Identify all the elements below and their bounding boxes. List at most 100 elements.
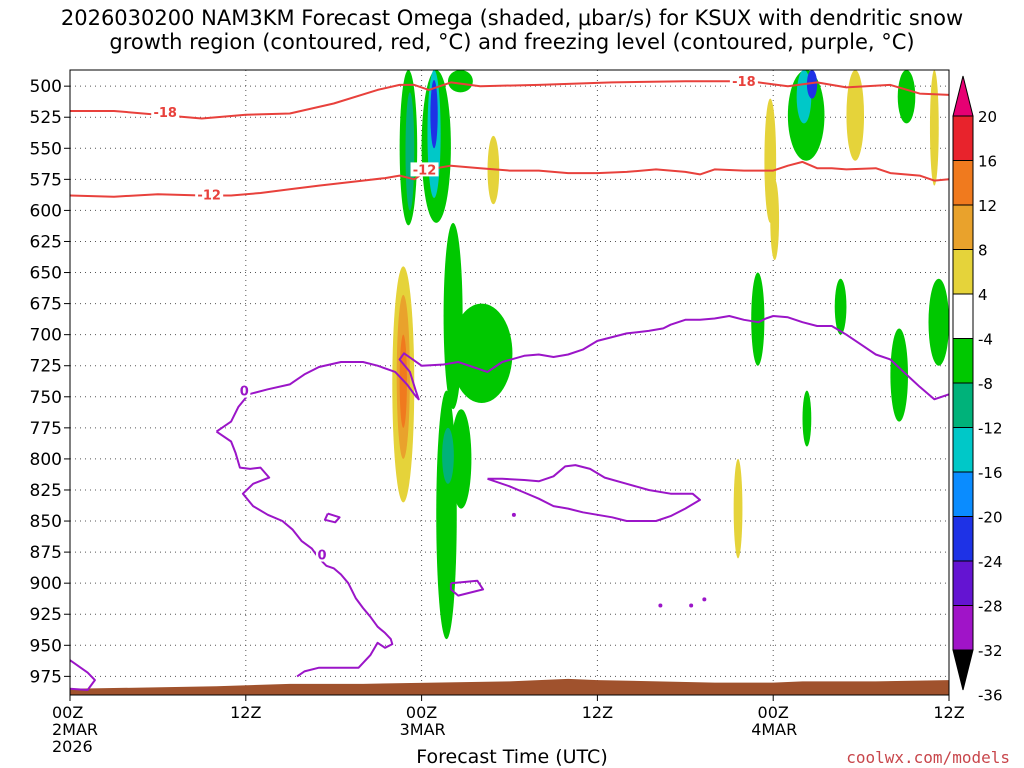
y-tick-label: 500 (30, 77, 62, 97)
x-tick-year: 2026 (52, 737, 93, 756)
omega-region (897, 70, 916, 124)
dgz-contour-line (70, 160, 949, 198)
chart-title-line-2: growth region (contoured, red, °C) and f… (109, 30, 915, 54)
x-tick-label: 12Z (582, 703, 613, 722)
x-tick-label: 12Z (230, 703, 261, 722)
source-credit: coolwx.com/models (846, 748, 1010, 767)
y-tick-label: 900 (30, 574, 62, 594)
omega-region (447, 70, 473, 93)
dgz-contour-label-bg (151, 105, 180, 120)
omega-region (442, 427, 454, 484)
omega-region (733, 458, 743, 559)
y-tick-label: 850 (30, 512, 62, 532)
colorbar-swatch (952, 204, 974, 250)
colorbar-swatch (952, 249, 974, 295)
x-axis-title: Forecast Time (UTC) (416, 746, 608, 768)
omega-region (405, 92, 415, 211)
terrain-fill (70, 678, 949, 695)
y-tick-label: 625 (30, 232, 62, 252)
omega-region (770, 179, 780, 261)
colorbar-swatch (952, 115, 974, 161)
x-tick-date: 3MAR (400, 720, 446, 739)
x-tick-label: 00Z (406, 703, 437, 722)
colorbar-swatch (952, 560, 974, 606)
x-tick-label: 00Z (758, 703, 789, 722)
colorbar-swatch (952, 160, 974, 206)
omega-region (846, 70, 865, 161)
freezing-contour-line (323, 512, 341, 524)
dendritic-growth-contours: -18 -18 -12 -12 (70, 74, 949, 203)
y-tick-label: 825 (30, 481, 62, 501)
freezing-contour-speck (689, 603, 694, 608)
plot-area-background (70, 70, 949, 695)
y-tick-label: 750 (30, 388, 62, 408)
colorbar-swatch (952, 382, 974, 428)
colorbar-swatch (952, 605, 974, 651)
colorbar-swatch (952, 471, 974, 517)
omega-region (430, 79, 438, 149)
omega-region (802, 390, 812, 447)
x-tick-date: 4MAR (751, 720, 797, 739)
y-tick-label: 575 (30, 170, 62, 190)
freezing-contour-line (487, 464, 701, 522)
x-tick-label: 12Z (933, 703, 964, 722)
colorbar-label: 12 (978, 197, 997, 215)
dgz-contour-label: -18 (153, 106, 177, 121)
colorbar-swatch (952, 338, 974, 384)
freezing-contour-line (215, 430, 394, 678)
freezing-contour-label: 0 (240, 385, 249, 400)
colorbar-swatch (952, 516, 974, 562)
colorbar-label: -20 (978, 509, 1003, 527)
freezing-contour-speck (511, 512, 516, 517)
omega-region (890, 328, 908, 422)
plot-frame (69, 69, 950, 696)
omega-region (806, 70, 818, 99)
y-tick-label: 975 (30, 667, 62, 687)
colorbar-bottom-triangle (952, 649, 974, 691)
freezing-contour-line (70, 659, 96, 691)
colorbar-label: -24 (978, 553, 1003, 571)
colorbar-label: 4 (978, 286, 988, 304)
colorbar-label: -28 (978, 598, 1003, 616)
colorbar-legend: 20 16 12 8 4 -4 -8 -12 -16 -20 -24 -28 -32 -36 (952, 75, 1003, 705)
y-tick-label: 650 (30, 264, 62, 284)
y-axis: 500 525 550 575 600 625 650 675 700 725 750 775 800 8… (30, 77, 70, 687)
y-tick-label: 725 (30, 357, 62, 377)
colorbar-label: -16 (978, 464, 1003, 482)
colorbar-swatch (952, 427, 974, 473)
chart-title-line-1: 2026030200 NAM3KM Forecast Omega (shaded… (60, 6, 964, 30)
x-tick-label: 00Z (52, 703, 83, 722)
omega-shading (392, 70, 949, 640)
colorbar-label: -8 (978, 375, 993, 393)
freezing-contour-label-bg (315, 547, 328, 562)
freezing-level-contours: 00 (70, 315, 949, 691)
freezing-contour-line (215, 315, 949, 433)
dgz-contour-label: -12 (197, 188, 221, 203)
colorbar-label: -36 (978, 687, 1003, 705)
dgz-contour-label-bg (410, 162, 439, 177)
dgz-contour-line (70, 80, 949, 120)
y-tick-label: 800 (30, 450, 62, 470)
y-tick-label: 550 (30, 139, 62, 159)
y-tick-label: 875 (30, 543, 62, 563)
freezing-contour-label: 0 (317, 549, 326, 564)
x-tick-date: 2MAR (52, 720, 98, 739)
colorbar-swatch (952, 293, 974, 339)
colorbar-top-triangle (952, 75, 974, 117)
colorbar-label: -32 (978, 642, 1003, 660)
freezing-contour-speck (702, 597, 707, 602)
omega-region (751, 272, 765, 366)
y-tick-label: 675 (30, 295, 62, 315)
dgz-contour-label: -12 (413, 163, 437, 178)
colorbar-label: 8 (978, 242, 988, 260)
y-tick-label: 775 (30, 419, 62, 439)
omega-region (929, 70, 939, 186)
y-tick-label: 700 (30, 326, 62, 346)
omega-region (834, 278, 847, 335)
colorbar-label: -4 (978, 331, 993, 349)
colorbar-label: -12 (978, 420, 1003, 438)
omega-region (450, 303, 513, 404)
colorbar-label: 16 (978, 153, 997, 171)
